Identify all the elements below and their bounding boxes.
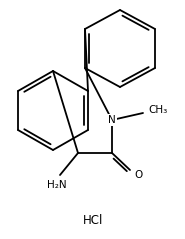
Text: O: O [134, 170, 142, 180]
Text: N: N [108, 115, 116, 125]
Text: H₂N: H₂N [47, 180, 67, 190]
Text: HCl: HCl [83, 213, 103, 227]
Text: CH₃: CH₃ [148, 105, 167, 115]
